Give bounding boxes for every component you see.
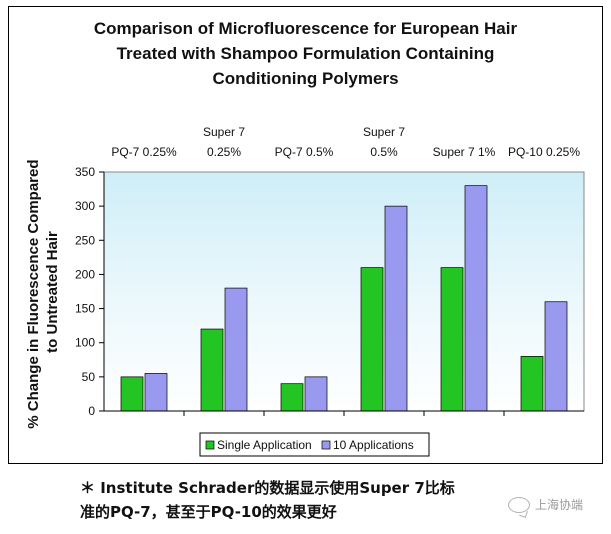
bar-10-applications [544,301,568,412]
category-label: PQ-7 0.25% [111,145,177,159]
bar-10-applications [224,287,248,412]
y-tick-label: 100 [75,336,95,350]
bar-10-applications [144,373,168,412]
category-label: PQ-7 0.5% [275,145,334,159]
category-label: Super 7 0.25% [203,125,245,159]
plot-area [103,171,585,412]
footnote-line-2: 准的PQ-7，甚至于PQ-10的效果更好 [80,503,337,521]
y-tick-label: 150 [75,302,95,316]
category-label: Super 7 0.5% [363,125,405,159]
bars-group [120,185,568,412]
bar-single-application [360,267,384,412]
chart-title: Comparison of Microfluorescence for Euro… [0,16,611,91]
bar-single-application [120,376,144,412]
y-axis-label-line-2: to Untreated Hair [44,231,61,353]
category-label-line: 0.5% [370,145,398,159]
bar-single-application [280,383,304,412]
legend-label-single: Single Application [217,438,312,452]
chart-title-line-3: Conditioning Polymers [212,69,399,88]
category-label: Super 7 1% [433,145,496,159]
y-axis-ticks: 0 50 100 150 200 250 300 350 [75,165,505,418]
category-label-line: Super 7 1% [433,145,496,159]
chart-title-line-1: Comparison of Microfluorescence for Euro… [93,19,518,38]
category-label-line: PQ-7 0.25% [111,145,177,159]
bar-single-application [440,267,464,412]
x-category-labels: PQ-7 0.25% Super 7 0.25% PQ-7 0.5% Super 7 0.… [111,125,580,159]
category-label: PQ-10 0.25% [508,145,580,159]
watermark-text: 上海协端 [535,498,584,512]
category-label-line: PQ-7 0.5% [275,145,334,159]
y-tick-label: 200 [75,267,95,281]
legend: Single Application 10 Applications [199,432,430,457]
category-label-line: PQ-10 0.25% [508,145,580,159]
bar-chart: 0 50 100 150 200 250 300 350 PQ-7 0.25% Super 7 0… [25,125,585,457]
y-tick-label: 300 [75,199,95,213]
watermark: 上海协端 [508,496,583,513]
category-label-line: 0.25% [207,145,241,159]
footnote-line-1: ＊ Institute Schrader的数据显示使用Super 7比标 [80,479,455,497]
y-axis-label-line-1: % Change in Fluorescence Compared [25,159,42,428]
y-tick-label: 250 [75,233,95,247]
category-label-line: Super 7 [363,125,405,139]
bar-10-applications [304,376,328,412]
category-label-line: Super 7 [203,125,245,139]
legend-box [199,432,430,457]
chat-bubble-icon [508,496,530,513]
legend-swatch-single [205,440,215,450]
y-tick-label: 50 [82,370,96,384]
bar-10-applications [384,205,408,412]
y-axis-label: % Change in Fluorescence Compared to Unt… [25,155,61,428]
bar-single-application [520,356,544,412]
y-tick-label: 0 [88,404,95,418]
legend-label-ten: 10 Applications [333,438,414,452]
chart-title-line-2: Treated with Shampoo Formulation Contain… [116,44,495,63]
bar-single-application [200,328,224,412]
legend-swatch-ten [321,440,331,450]
y-tick-label: 350 [75,165,95,179]
footnote: ＊ Institute Schrader的数据显示使用Super 7比标 准的P… [80,476,530,524]
bar-10-applications [464,185,488,412]
